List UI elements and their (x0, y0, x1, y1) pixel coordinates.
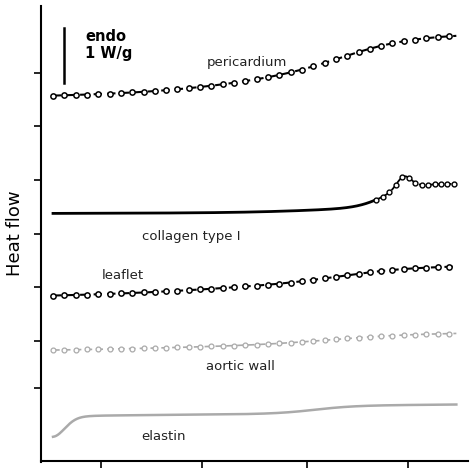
Text: pericardium: pericardium (206, 56, 287, 69)
Text: leaflet: leaflet (101, 269, 144, 282)
Text: collagen type I: collagen type I (142, 230, 240, 243)
Text: elastin: elastin (142, 430, 186, 443)
Text: aortic wall: aortic wall (206, 360, 275, 373)
Text: endo
1 W/g: endo 1 W/g (85, 29, 133, 62)
Y-axis label: Heat flow: Heat flow (6, 191, 24, 276)
